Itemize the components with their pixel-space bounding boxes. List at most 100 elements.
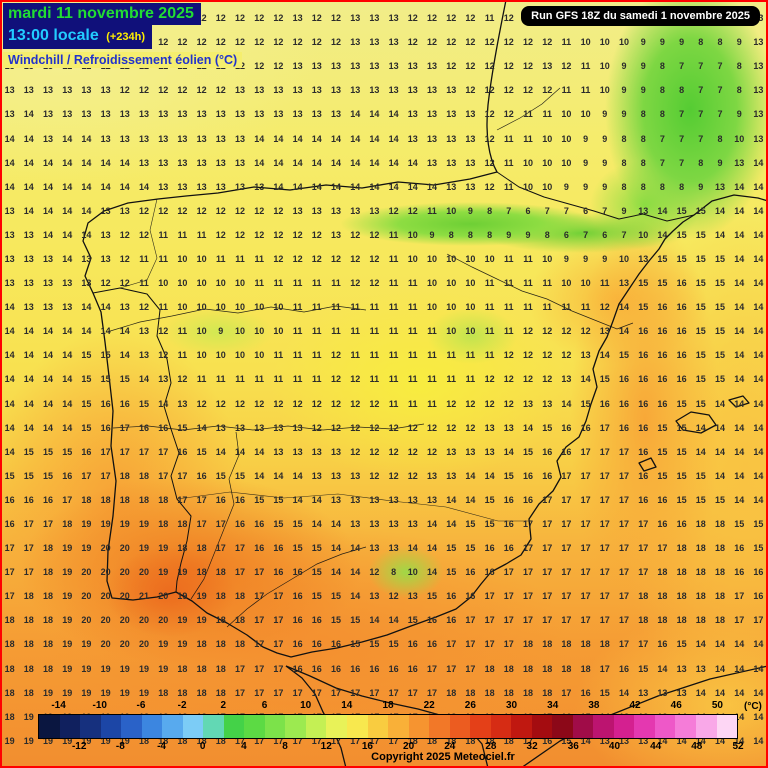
grid-value: 12 (599, 302, 610, 313)
grid-value: 9 (583, 181, 589, 192)
grid-value: 15 (676, 446, 687, 457)
grid-value: 18 (522, 639, 533, 650)
grid-value: 17 (580, 567, 591, 578)
grid-value: 15 (695, 253, 706, 264)
grid-value: 17 (561, 615, 572, 626)
grid-value: 14 (81, 326, 92, 337)
grid-value: 14 (714, 735, 725, 746)
grid-value: 14 (369, 615, 380, 626)
grid-value: 19 (4, 735, 15, 746)
grid-value: 13 (330, 205, 341, 216)
grid-value: 18 (484, 735, 495, 746)
grid-value: 12 (484, 398, 495, 409)
grid-value: 8 (659, 85, 665, 96)
grid-value: 14 (119, 157, 130, 168)
grid-value: 19 (119, 735, 130, 746)
grid-value: 14 (714, 470, 725, 481)
grid-value: 16 (676, 278, 687, 289)
grid-value: 7 (679, 157, 685, 168)
grid-value: 14 (62, 422, 73, 433)
grid-value: 13 (311, 61, 322, 72)
grid-value: 9 (218, 326, 224, 337)
grid-value: 14 (23, 157, 34, 168)
grid-value: 18 (100, 494, 111, 505)
grid-value: 17 (234, 567, 245, 578)
grid-value: 14 (81, 133, 92, 144)
grid-value: 19 (62, 711, 73, 722)
grid-value: 16 (676, 302, 687, 313)
grid-value: 18 (542, 687, 553, 698)
grid-value: 13 (254, 422, 265, 433)
grid-value: 11 (254, 278, 264, 289)
grid-value: 17 (638, 543, 649, 554)
grid-value: 16 (177, 446, 188, 457)
grid-value: 12 (330, 253, 341, 264)
grid-value: 18 (196, 639, 207, 650)
grid-value: 14 (119, 350, 130, 361)
grid-value: 13 (234, 157, 245, 168)
grid-value: 13 (4, 253, 15, 264)
grid-value: 12 (465, 85, 476, 96)
grid-value: 18 (215, 567, 226, 578)
grid-value: 14 (4, 374, 15, 385)
grid-value: 15 (657, 278, 668, 289)
grid-value: 12 (407, 13, 418, 24)
grid-value: 15 (657, 253, 668, 264)
grid-value: 14 (753, 302, 764, 313)
grid-value: 14 (734, 253, 745, 264)
grid-value: 18 (407, 735, 418, 746)
grid-value: 14 (62, 205, 73, 216)
grid-value: 11 (504, 326, 514, 337)
grid-value: 13 (138, 157, 149, 168)
grid-value: 8 (679, 85, 685, 96)
grid-value: 19 (100, 663, 111, 674)
grid-value: 18 (542, 663, 553, 674)
grid-value: 10 (561, 109, 572, 120)
grid-value: 12 (330, 13, 341, 24)
grid-value: 10 (407, 229, 418, 240)
grid-value: 11 (312, 350, 322, 361)
grid-value: 12 (215, 85, 226, 96)
grid-value: 11 (158, 302, 168, 313)
grid-value: 16 (542, 735, 553, 746)
grid-value: 18 (177, 543, 188, 554)
grid-value: 14 (330, 567, 341, 578)
grid-value: 15 (599, 687, 610, 698)
grid-value: 14 (484, 470, 495, 481)
grid-value: 13 (426, 470, 437, 481)
grid-value: 17 (580, 591, 591, 602)
grid-value: 16 (158, 422, 169, 433)
grid-value: 15 (753, 519, 764, 530)
grid-value: 18 (676, 615, 687, 626)
grid-value: 11 (580, 61, 591, 72)
grid-value: 17 (446, 663, 457, 674)
grid-value: 12 (446, 37, 457, 48)
grid-value: 17 (618, 639, 629, 650)
grid-value: 15 (273, 519, 284, 530)
grid-value: 14 (388, 133, 399, 144)
grid-value: 14 (292, 470, 303, 481)
grid-value: 14 (254, 446, 265, 457)
grid-value: 14 (465, 470, 476, 481)
grid-value: 12 (522, 350, 533, 361)
grid-value: 8 (698, 157, 704, 168)
grid-value: 16 (503, 543, 514, 554)
grid-value: 9 (583, 157, 589, 168)
grid-value: 8 (679, 181, 685, 192)
grid-value: 14 (753, 278, 764, 289)
grid-value: 19 (23, 735, 34, 746)
grid-value: 13 (234, 109, 245, 120)
grid-value: 16 (657, 350, 668, 361)
grid-value: 15 (695, 350, 706, 361)
grid-value: 13 (234, 85, 245, 96)
grid-value: 13 (695, 663, 706, 674)
grid-value: 18 (465, 687, 476, 698)
grid-value: 15 (714, 350, 725, 361)
grid-value: 14 (753, 374, 764, 385)
grid-value: 13 (388, 37, 399, 48)
grid-value: 19 (177, 639, 188, 650)
grid-value: 16 (657, 374, 668, 385)
grid-value: 8 (487, 229, 493, 240)
grid-value: 18 (561, 663, 572, 674)
grid-value: 18 (177, 687, 188, 698)
